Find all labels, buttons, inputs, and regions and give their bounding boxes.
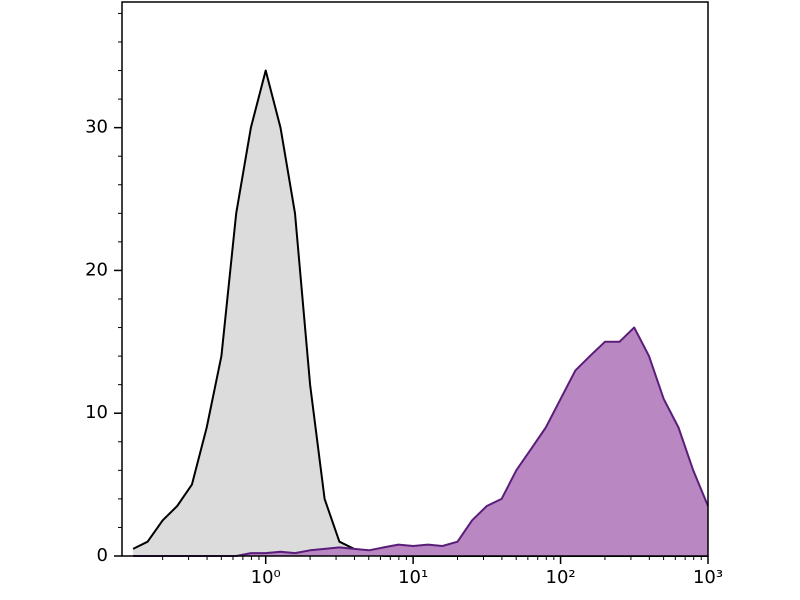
x-tick-label: 10¹ (398, 567, 428, 588)
y-tick-label: 0 (97, 545, 108, 566)
histogram-area (133, 70, 709, 556)
histogram-area (133, 327, 709, 556)
x-tick-label: 10² (546, 567, 576, 588)
x-tick-label: 10³ (693, 567, 723, 588)
x-tick-label: 10⁰ (251, 567, 281, 588)
plot-frame (121, 1, 709, 557)
y-tick-label: 10 (85, 402, 108, 423)
y-tick-label: 30 (85, 117, 108, 138)
y-tick-label: 20 (85, 259, 108, 280)
